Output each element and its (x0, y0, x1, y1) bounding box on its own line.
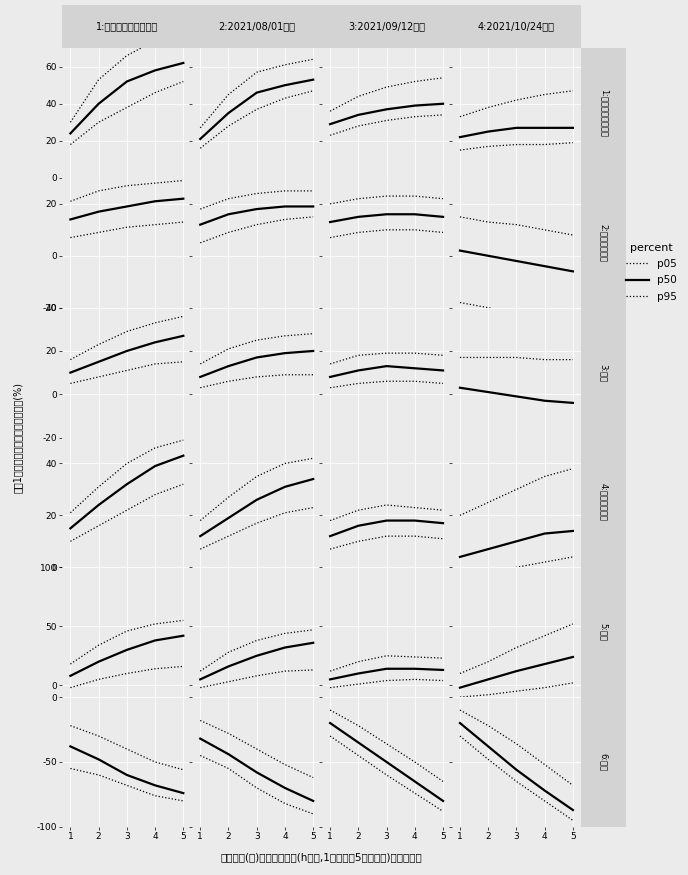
Legend: p05, p50, p95: p05, p50, p95 (626, 243, 677, 302)
Text: 1:八ヶ岳・湘南地域: 1:八ヶ岳・湘南地域 (599, 89, 608, 137)
Text: 3:近畟: 3:近畟 (599, 363, 608, 382)
Text: 4:2021/10/24の週: 4:2021/10/24の週 (478, 22, 555, 31)
Text: 1:ワクチン接種開始前: 1:ワクチン接種開始前 (96, 22, 158, 31)
Text: 2:2021/08/01の週: 2:2021/08/01の週 (218, 22, 295, 31)
Text: 3:2021/09/12の週: 3:2021/09/12の週 (348, 22, 425, 31)
Text: 6:首都: 6:首都 (599, 752, 608, 771)
Text: 評価時点(列)ごと予測期間(h期先,1週先から5週先まで)ごとの推移: 評価時点(列)ごと予測期間(h期先,1週先から5週先まで)ごとの推移 (221, 851, 422, 862)
Text: 4:公共交通沿線: 4:公共交通沿線 (599, 483, 608, 522)
Text: 5:離島: 5:離島 (599, 623, 608, 641)
Text: 2:東伊豆・離島: 2:東伊豆・離島 (599, 224, 608, 262)
Text: 人流1標準偏差増加に対する変化率(%): 人流1標準偏差増加に対する変化率(%) (12, 382, 22, 493)
